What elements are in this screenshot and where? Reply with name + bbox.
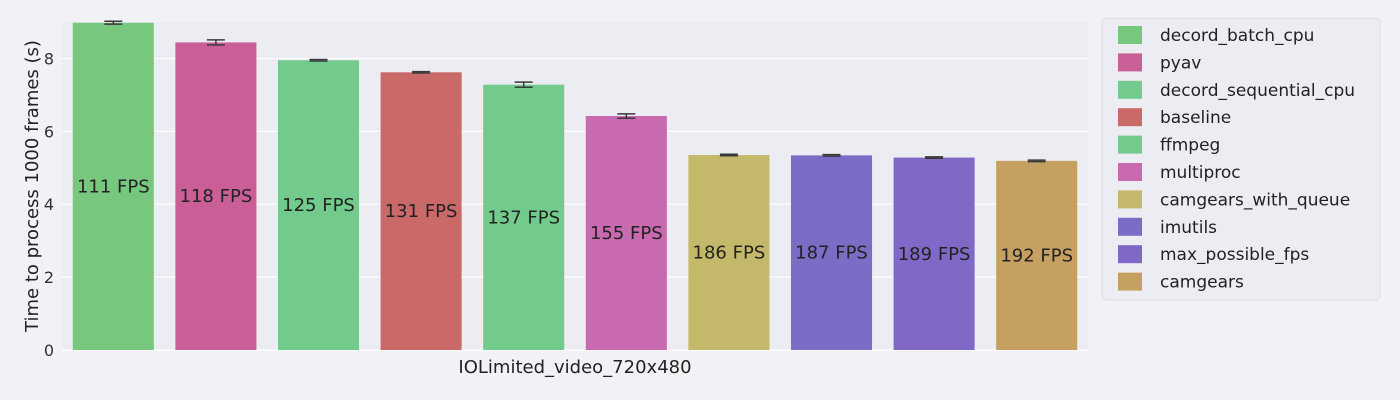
bar-data-label: 131 FPS: [385, 201, 458, 222]
bar-decord_batch_cpu: [72, 22, 154, 351]
legend-swatch: [1118, 26, 1142, 44]
legend-entry: camgears_with_queue: [1160, 190, 1350, 210]
legend-swatch: [1118, 135, 1142, 154]
y-tick-label: 4: [44, 195, 54, 214]
bar-data-label: 192 FPS: [1000, 245, 1073, 266]
legend-swatch: [1118, 108, 1142, 127]
legend-entry: max_possible_fps: [1160, 245, 1309, 265]
bar-data-label: 155 FPS: [590, 223, 663, 244]
legend-swatch: [1118, 190, 1142, 209]
bar-data-label: 186 FPS: [693, 243, 766, 264]
legend-swatch: [1118, 80, 1142, 99]
legend-entry: decord_batch_cpu: [1160, 26, 1314, 46]
bar-data-label: 111 FPS: [77, 176, 150, 197]
legend-swatch: [1118, 217, 1142, 236]
legend-entry: imutils: [1160, 218, 1217, 238]
legend-entry: camgears: [1160, 273, 1244, 293]
y-tick-label: 0: [44, 341, 54, 360]
legend-swatch: [1118, 163, 1142, 181]
bars: 111 FPS 118 FPS 125 FPS 131 FPS 137 FPS 155 F…: [72, 20, 1078, 351]
y-tick-label: 8: [44, 49, 54, 68]
y-tick-label: 6: [44, 122, 54, 141]
bar-multiproc: [585, 116, 667, 350]
legend-entry: pyav: [1160, 53, 1201, 73]
bar-ffmpeg: [483, 84, 565, 350]
legend-entry: baseline: [1160, 108, 1231, 128]
legend-entry: ffmpeg: [1160, 136, 1220, 156]
y-tick-label: 2: [44, 268, 54, 287]
bar-imutils: [790, 155, 873, 350]
y-axis-ticks: 0 2 4 6 8: [44, 49, 54, 360]
legend-swatch: [1118, 53, 1142, 72]
legend-swatch: [1118, 272, 1142, 291]
legend-entry: multiproc: [1160, 163, 1241, 183]
y-axis-label: Time to process 1000 frames (s): [22, 40, 43, 333]
bar-data-label: 125 FPS: [282, 195, 355, 216]
bar-max_possible_fps: [893, 157, 975, 350]
legend-swatch: [1118, 245, 1142, 264]
bar-camgears_with_queue: [688, 155, 770, 350]
bar-data-label: 189 FPS: [898, 244, 971, 265]
bar-data-label: 187 FPS: [795, 243, 868, 264]
bar-data-label: 137 FPS: [487, 207, 560, 228]
x-axis-label: IOLimited_video_720x480: [458, 357, 691, 378]
bar-pyav: [175, 42, 257, 351]
bar-data-label: 118 FPS: [180, 186, 253, 207]
bar-decord_sequential_cpu: [277, 60, 360, 351]
bar-camgears: [996, 160, 1078, 350]
legend-box: [1101, 17, 1381, 301]
legend-entry: decord_sequential_cpu: [1160, 81, 1355, 101]
bar-baseline: [380, 72, 462, 350]
